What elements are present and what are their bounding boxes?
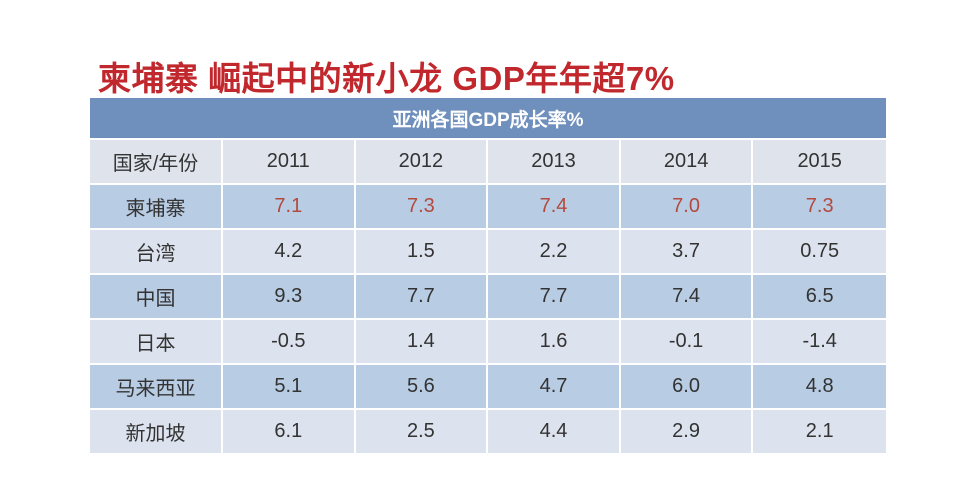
table-cell: 7.0	[620, 185, 754, 230]
table-cell: 5.1	[223, 365, 356, 410]
table-cell: 2.5	[355, 410, 489, 455]
row-label: 台湾	[90, 230, 223, 275]
table-cell: 1.5	[355, 230, 489, 275]
gdp-table-container: 亚洲各国GDP成长率% 国家/年份 2011 2012 2013 2014 20…	[90, 98, 886, 455]
corner-header: 国家/年份	[90, 140, 223, 185]
column-header: 2014	[620, 140, 754, 185]
table-cell: 7.7	[355, 275, 489, 320]
table-cell: 0.75	[753, 230, 886, 275]
table-cell: 9.3	[223, 275, 356, 320]
table-cell: 2.9	[620, 410, 754, 455]
table-cell: -0.5	[223, 320, 356, 365]
table-cell: -1.4	[753, 320, 886, 365]
table-cell: 7.3	[355, 185, 489, 230]
table-cell: 2.1	[753, 410, 886, 455]
row-label: 马来西亚	[90, 365, 223, 410]
table-cell: 6.0	[620, 365, 754, 410]
table-cell: 7.3	[753, 185, 886, 230]
column-header: 2012	[355, 140, 489, 185]
table-row: 柬埔寨 7.1 7.3 7.4 7.0 7.3	[90, 185, 886, 230]
table-cell: 4.2	[223, 230, 356, 275]
table-row: 马来西亚 5.1 5.6 4.7 6.0 4.8	[90, 365, 886, 410]
table-cell: 1.4	[355, 320, 489, 365]
page-title: 柬埔寨 崛起中的新小龙 GDP年年超7%	[98, 60, 675, 97]
gdp-growth-table: 亚洲各国GDP成长率% 国家/年份 2011 2012 2013 2014 20…	[90, 98, 886, 455]
table-cell: 5.6	[355, 365, 489, 410]
column-header: 2013	[488, 140, 621, 185]
table-cell: 7.7	[488, 275, 621, 320]
table-cell: 7.1	[223, 185, 356, 230]
table-row: 新加坡 6.1 2.5 4.4 2.9 2.1	[90, 410, 886, 455]
table-cell: -0.1	[620, 320, 754, 365]
row-label: 日本	[90, 320, 223, 365]
table-cell: 7.4	[620, 275, 754, 320]
table-row: 台湾 4.2 1.5 2.2 3.7 0.75	[90, 230, 886, 275]
table-caption: 亚洲各国GDP成长率%	[90, 98, 886, 140]
table-row: 日本 -0.5 1.4 1.6 -0.1 -1.4	[90, 320, 886, 365]
row-label: 新加坡	[90, 410, 223, 455]
table-cell: 1.6	[488, 320, 621, 365]
table-cell: 4.7	[488, 365, 621, 410]
table-cell: 2.2	[488, 230, 621, 275]
column-header: 2015	[753, 140, 886, 185]
table-row: 中国 9.3 7.7 7.7 7.4 6.5	[90, 275, 886, 320]
table-cell: 4.4	[488, 410, 621, 455]
table-cell: 6.1	[223, 410, 356, 455]
table-cell: 3.7	[620, 230, 754, 275]
table-header-row: 国家/年份 2011 2012 2013 2014 2015	[90, 140, 886, 185]
table-cell: 6.5	[753, 275, 886, 320]
table-cell: 4.8	[753, 365, 886, 410]
table-cell: 7.4	[488, 185, 621, 230]
column-header: 2011	[223, 140, 356, 185]
row-label: 中国	[90, 275, 223, 320]
row-label: 柬埔寨	[90, 185, 223, 230]
